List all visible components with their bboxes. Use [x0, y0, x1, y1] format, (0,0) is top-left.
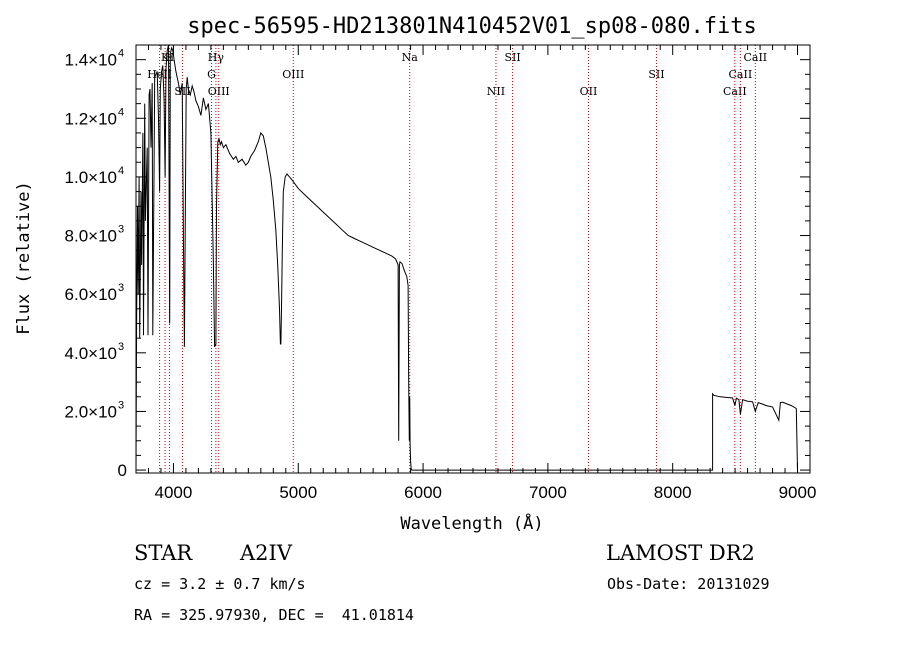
- x-axis-label: Wavelength (Å): [400, 512, 543, 534]
- x-axis-ticks: 4000 5000 6000 7000 8000 9000: [147, 45, 817, 502]
- y-tick-exponent: 3: [118, 282, 124, 294]
- emission-line-label: H: [165, 51, 175, 64]
- x-tick-label: 9000: [779, 483, 817, 502]
- y-tick-exponent: 3: [118, 399, 124, 411]
- y-axis-ticks: 02.0×10 34.0×10 36.0×10 38.0×10 31.0×10 41.2×…: [65, 48, 810, 480]
- y-tick-label: 1.4×10: [65, 51, 117, 70]
- emission-line-label: CaII: [743, 51, 767, 64]
- emission-line-label: K: [161, 51, 170, 64]
- object-class: STAR: [134, 541, 193, 565]
- x-tick-label: 8000: [654, 483, 692, 502]
- object-subclass: A2IV: [239, 541, 293, 565]
- x-tick-label: 7000: [529, 483, 567, 502]
- y-tick-label: 4.0×10: [65, 344, 117, 363]
- plot-frame: [135, 44, 811, 474]
- y-axis-label: Flux (relative): [14, 181, 34, 335]
- emission-line-label: OIII: [208, 85, 230, 98]
- emission-line-label: OII: [580, 85, 598, 98]
- y-tick-exponent: 3: [118, 224, 124, 236]
- x-tick-label: 4000: [155, 483, 193, 502]
- redshift-text: cz = 3.2 ± 0.7 km/s: [134, 575, 306, 593]
- emission-line-label: CaII: [723, 85, 747, 98]
- survey-name: LAMOST DR2: [606, 541, 755, 565]
- chart-title: spec-56595-HD213801N410452V01_sp08-080.f…: [187, 14, 757, 39]
- emission-line-label: Hγ: [208, 51, 225, 64]
- y-tick-label: 2.0×10: [65, 402, 117, 421]
- y-tick-label: 1.0×10: [65, 168, 117, 187]
- x-tick-label: 5000: [279, 483, 317, 502]
- emission-line-label: Na: [402, 51, 419, 64]
- y-tick-label: 8.0×10: [65, 227, 117, 246]
- y-tick-exponent: 4: [118, 48, 124, 60]
- emission-line-markers: HeIIKHSIIHγGOIIIOIIINaNIISIIOIISIICaIICa…: [147, 45, 767, 473]
- emission-line-label: G: [207, 68, 216, 81]
- emission-line-label: SII: [504, 51, 520, 64]
- emission-line-label: OIII: [282, 68, 304, 81]
- y-tick-label: 1.2×10: [65, 109, 117, 128]
- y-tick-label: 0: [118, 461, 127, 480]
- obs-date-text: Obs-Date: 20131029: [607, 575, 770, 593]
- y-tick-label: 6.0×10: [65, 285, 117, 304]
- footer-info: STAR A2IV LAMOST DR2 cz = 3.2 ± 0.7 km/s…: [134, 541, 770, 624]
- emission-line-label: CaII: [729, 68, 753, 81]
- y-tick-exponent: 3: [118, 341, 124, 353]
- coords-text: RA = 325.97930, DEC = 41.01814: [134, 606, 414, 624]
- spectrum-line: [135, 44, 799, 471]
- x-tick-label: 6000: [404, 483, 442, 502]
- emission-line-label: SII: [648, 68, 664, 81]
- emission-line-label: NII: [487, 85, 505, 98]
- y-tick-exponent: 4: [118, 165, 124, 177]
- y-tick-exponent: 4: [118, 106, 124, 118]
